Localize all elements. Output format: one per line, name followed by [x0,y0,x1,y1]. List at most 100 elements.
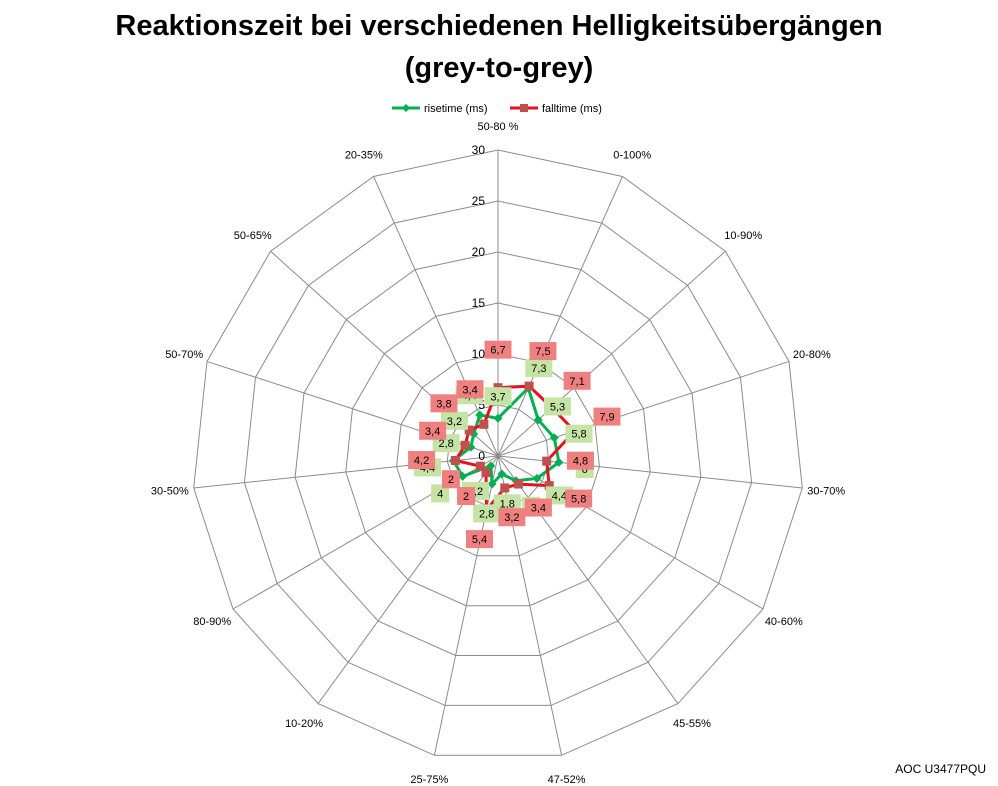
data-label: 2 [448,474,454,486]
radial-tick-label: 5 [478,398,485,412]
category-label: 80-90% [193,616,231,628]
radial-tick-label: 0 [478,449,485,463]
legend-marker [402,104,410,112]
category-label: 0-100% [613,150,651,162]
data-point [524,381,534,391]
data-point [458,471,468,481]
chart-title: Reaktionszeit bei verschiedenen Helligke… [115,10,883,42]
radial-tick-label: 30 [472,143,486,157]
gridline-ring [243,200,753,706]
legend-item-risetime: risetime (ms) [392,103,488,115]
gridline-ring [345,302,651,607]
axis-spoke [497,455,764,610]
data-label: 6 [582,464,588,476]
plot-area: 3,77,35,35,864,431,82,81,244,42,83,24,46… [408,340,621,549]
data-label: 4 [437,488,443,500]
data-label-bg [441,470,460,489]
data-label: 7,1 [569,376,584,388]
data-label: 4,2 [414,455,429,467]
data-label: 1,8 [500,498,515,510]
data-label: 5,4 [472,534,487,546]
data-label-bg [431,484,450,503]
data-label-bg [524,498,552,517]
axis-spoke [373,176,499,457]
axis-spoke [497,176,623,457]
data-label-bg [484,387,512,406]
data-label: 4,4 [552,490,567,502]
radial-tick-label: 20 [472,245,486,259]
data-label-bg [456,380,484,399]
data-label-bg [430,394,458,413]
category-label: 25-75% [410,774,448,786]
data-label-bg [484,340,512,359]
category-label: 50-70% [165,349,203,361]
series-falltime [450,381,580,515]
radial-tick-label: 15 [472,296,486,310]
data-point [475,410,485,420]
data-label-bg [543,397,571,416]
data-labels-falltime: 6,7 7,5 7,1 7,9 4,8 5,8 3,4 3,2 5,4 22 4,2 3,4 3,8 3,… [408,340,621,549]
data-label-bg [465,530,493,549]
data-label: 3,2 [504,512,519,524]
data-point [542,456,552,466]
category-label: 45-55% [673,718,711,730]
legend-label: falltime (ms) [542,103,602,115]
data-point [554,457,564,467]
data-point [513,479,523,489]
axis-spoke [497,360,790,457]
data-point [481,468,491,478]
data-label: 3,8 [436,398,451,410]
data-point [460,440,470,450]
data-label: 3,7 [490,391,505,403]
data-label-bg [593,407,621,426]
data-label: 7,9 [599,412,614,424]
data-point [533,415,543,425]
data-label: 2 [463,491,469,503]
data-label: 3,4 [531,503,546,515]
data-label-bg [457,487,476,506]
category-label: 30-50% [151,485,189,497]
data-label-bg [473,504,501,523]
data-label: 4,8 [573,456,588,468]
data-point [450,455,460,465]
data-label-bg [529,342,557,361]
data-point [487,479,497,489]
data-label-bg [493,494,521,513]
data-point [544,481,554,491]
data-label: 5,3 [550,401,565,413]
data-label: 5,8 [571,494,586,506]
data-label: 3,4 [462,384,477,396]
data-label: 5,8 [571,429,586,441]
data-label-bg [498,508,526,527]
gridline-ring [193,149,803,756]
data-label-bg [565,424,593,443]
category-label: 47-52% [548,774,586,786]
data-point [500,483,510,493]
data-label: 7,5 [535,346,550,358]
category-label: 50-65% [234,230,272,242]
category-label: 20-35% [345,150,383,162]
chart-subtitle: (grey-to-grey) [404,52,594,84]
data-label-bg [567,451,595,470]
data-label-bg [565,489,593,508]
legend-item-falltime: falltime (ms) [510,103,602,115]
series-risetime [448,383,564,489]
data-point [464,425,474,435]
data-label: 2,8 [479,508,494,520]
data-label-bg [440,411,468,430]
device-credit: AOC U3477PQU [895,762,986,776]
gridline-ring [294,251,702,656]
legend-marker [520,104,528,112]
data-label-bg [525,359,553,378]
data-label: 3,2 [447,416,462,428]
category-label: 40-60% [765,616,803,628]
gridline-ring [396,353,600,557]
series-line [451,386,561,486]
category-label: 10-90% [724,230,762,242]
data-label: 3,4 [425,426,440,438]
data-point [493,413,503,423]
data-point [532,473,542,483]
data-point [479,419,489,429]
radial-tick-label: 10 [472,347,486,361]
